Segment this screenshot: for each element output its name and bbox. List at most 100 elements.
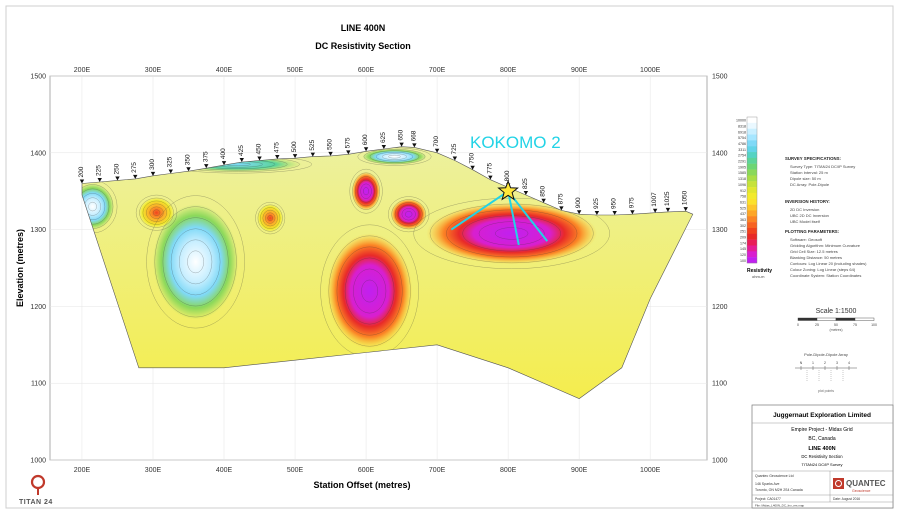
- page-frame: [5, 5, 894, 509]
- color-scale-value: 2291: [738, 160, 746, 164]
- y-axis-label: Elevation (metres): [15, 229, 25, 307]
- y-tick-label-right: 1300: [712, 227, 728, 234]
- color-scale-swatch: [747, 128, 757, 135]
- chart-subtitle: DC Resistivity Section: [315, 41, 411, 51]
- scale-bar-segment: [854, 317, 875, 321]
- quantec-logo-text: QUANTEC: [846, 479, 886, 488]
- titan-logo: TITAN 24: [19, 474, 53, 506]
- plotting-line: Coordinate System: Station Coordinates: [790, 273, 861, 278]
- station-marker: [275, 154, 280, 159]
- x-tick-label-top: 200E: [74, 67, 91, 74]
- survey-line: Dipole size: 50 m: [790, 176, 821, 181]
- station-marker: [79, 179, 85, 184]
- station-label: 250: [113, 163, 120, 174]
- titan-logo-text: TITAN 24: [19, 499, 53, 506]
- color-scale-value: 302: [740, 224, 746, 228]
- chart-title: LINE 400N: [341, 23, 386, 33]
- plot-points-label: plot points: [818, 389, 834, 393]
- x-tick-label-top: 900E: [571, 67, 588, 74]
- x-tick-label-bottom: 600E: [358, 467, 375, 474]
- x-tick-label-top: 400E: [216, 67, 233, 74]
- anomaly-moderate: [138, 197, 175, 229]
- color-scale-swatch: [747, 140, 757, 147]
- scale-bar-tick: 75: [853, 323, 857, 327]
- contour-line: [352, 172, 380, 210]
- contour-line: [401, 208, 416, 221]
- color-scale-swatch: [747, 146, 757, 153]
- color-scale-value: 1318: [738, 177, 746, 181]
- contour-line: [394, 202, 423, 227]
- color-scale-label: Resistivity: [747, 268, 772, 274]
- station-label: 500: [291, 141, 298, 152]
- color-scale-value: 10000: [736, 119, 746, 123]
- quantec-logo-sub: Geoscience: [852, 489, 871, 493]
- scale-bar-tick: 100: [871, 323, 877, 327]
- contour-line: [82, 188, 110, 225]
- station-marker: [541, 198, 546, 203]
- station-label: 668: [410, 130, 417, 141]
- station-marker: [612, 211, 617, 216]
- station-marker: [652, 208, 658, 213]
- color-scale-swatch: [747, 187, 757, 194]
- scale-bar: 0 25 50 75 100: [797, 317, 877, 327]
- x-tick-label-bottom: 200E: [74, 467, 91, 474]
- station-label: 225: [96, 165, 103, 176]
- title-block: Juggernaut Exploration Limited Empire Pr…: [751, 404, 894, 509]
- inversion-line: UBC Model itself: [790, 219, 821, 224]
- color-scale-frame: [746, 116, 758, 264]
- contour-line: [357, 179, 375, 203]
- station-marker: [363, 147, 369, 152]
- y-tick-label-left: 1400: [30, 150, 46, 157]
- drillhole-trace: [450, 190, 509, 231]
- section-body: [82, 146, 693, 399]
- station-marker: [150, 171, 156, 176]
- station-marker: [665, 207, 671, 212]
- anomaly-very-low: [362, 148, 427, 165]
- contour-line: [260, 207, 281, 229]
- contour-line: [478, 221, 545, 246]
- anomaly-high: [327, 233, 413, 349]
- station-label: 750: [469, 152, 476, 163]
- contractor-address: 146 Sparks Ave: [755, 482, 780, 486]
- color-scale-value: 145: [740, 247, 746, 251]
- contour-line: [388, 196, 430, 233]
- contour-line: [152, 209, 161, 216]
- station-marker: [683, 207, 688, 212]
- x-tick-label-top: 1000E: [640, 67, 661, 74]
- scale-bar-segment: [816, 317, 837, 321]
- color-scale-value: 6918: [738, 130, 746, 134]
- station-marker: [133, 174, 138, 179]
- station-label: 950: [611, 198, 618, 209]
- array-label: Pole-Dipole-Dipole Array: [804, 352, 848, 357]
- station-label: 525: [309, 139, 316, 150]
- station-marker: [630, 210, 635, 215]
- station-label: 650: [398, 129, 405, 140]
- contour-line: [405, 211, 413, 218]
- color-scale-swatch: [747, 257, 757, 264]
- plotting-line: Contours: Log Linear 20 (including shade…: [790, 261, 867, 266]
- plotting-line: Gridding Algorithm: Minimum Curvature: [790, 243, 861, 248]
- contour-line: [262, 209, 278, 227]
- y-tick-label-left: 1100: [31, 381, 46, 388]
- station-label: 900: [575, 197, 582, 208]
- station-marker: [221, 161, 227, 166]
- y-tick-label-right: 1500: [712, 74, 728, 81]
- x-tick-label-top: 500E: [287, 67, 304, 74]
- block-line: LINE 400N: [808, 446, 835, 452]
- scale-bar-tick: 50: [834, 323, 838, 327]
- inversion-title: INVERSION HISTORY:: [785, 199, 830, 204]
- scale-bar-tick: 25: [815, 323, 819, 327]
- inversion-line: 2D DC Inversion: [790, 207, 819, 212]
- station-marker: [239, 158, 244, 163]
- station-marker: [488, 175, 493, 180]
- color-scale-value: 912: [740, 189, 746, 193]
- scale-label: Scale 1:1500: [816, 308, 857, 315]
- scale-bar-tick: 0: [797, 323, 799, 327]
- color-scale-value: 174: [740, 241, 746, 245]
- station-marker: [576, 210, 582, 215]
- station-label: 550: [327, 139, 334, 150]
- contour-line: [382, 153, 407, 160]
- station-label: 400: [220, 148, 227, 159]
- station-label: 475: [273, 142, 280, 153]
